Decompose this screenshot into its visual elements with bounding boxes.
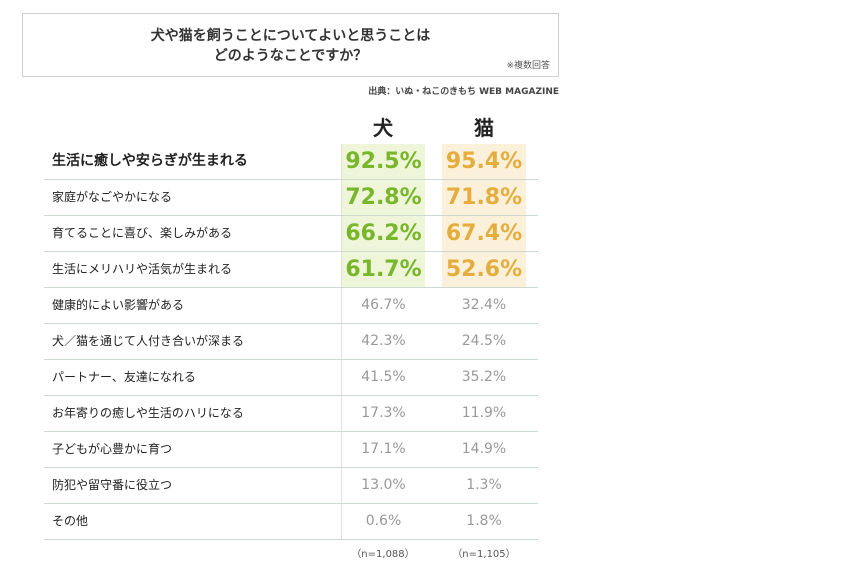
dog-percentage: 17.3% <box>341 396 425 431</box>
column-header-dog: 犬 <box>373 116 393 140</box>
cat-percentage: 95.4% <box>442 144 526 179</box>
cat-sample-size: （n=1,105） <box>452 549 516 560</box>
dog-percentage: 92.5% <box>341 144 425 179</box>
row-label: 健康的によい影響がある <box>52 298 185 312</box>
cat-percentage: 11.9% <box>461 405 507 421</box>
table-row: 健康的によい影響がある 46.7% 32.4% <box>44 288 538 324</box>
dog-percentage: 66.2% <box>341 216 425 251</box>
dog-percentage: 46.7% <box>341 288 425 323</box>
cat-percentage: 1.8% <box>466 513 502 529</box>
row-label: 家庭がなごやかになる <box>52 190 173 204</box>
dog-percentage: 42.3% <box>341 324 425 359</box>
row-label: 育てることに喜び、楽しみがある <box>52 226 233 240</box>
table-row: 生活に癒しや安らぎが生まれる 92.5% 95.4% <box>44 144 538 180</box>
question-box: 犬や猫を飼うことについてよいと思うことは どのようなことですか？ ※複数回答 <box>22 13 559 77</box>
table-row: 防犯や留守番に役立つ 13.0% 1.3% <box>44 468 538 504</box>
table-row: お年寄りの癒しや生活のハリになる 17.3% 11.9% <box>44 396 538 432</box>
cat-percentage: 14.9% <box>461 441 507 457</box>
question-line-2: どのようなことですか？ <box>213 48 368 64</box>
table-row: 生活にメリハリや活気が生まれる 61.7% 52.6% <box>44 252 538 288</box>
cat-percentage: 24.5% <box>461 333 507 349</box>
cat-percentage: 35.2% <box>461 369 507 385</box>
cat-percentage: 52.6% <box>442 252 526 287</box>
question-line-1: 犬や猫を飼うことについてよいと思うことは <box>150 28 431 44</box>
dog-percentage: 13.0% <box>341 468 425 503</box>
row-label: 生活にメリハリや活気が生まれる <box>52 262 233 276</box>
dog-percentage: 61.7% <box>341 252 425 287</box>
cat-percentage: 71.8% <box>442 180 526 215</box>
row-label: 生活に癒しや安らぎが生まれる <box>52 153 248 169</box>
table-row: 家庭がなごやかになる 72.8% 71.8% <box>44 180 538 216</box>
table-row: パートナー、友達になれる 41.5% 35.2% <box>44 360 538 396</box>
multiple-answer-note: ※複数回答 <box>506 61 550 71</box>
row-label: パートナー、友達になれる <box>52 370 196 384</box>
row-label: 犬／猫を通じて人付き合いが深まる <box>52 334 245 348</box>
cat-percentage: 32.4% <box>461 297 507 313</box>
row-label: お年寄りの癒しや生活のハリになる <box>52 406 244 420</box>
dog-percentage: 41.5% <box>341 360 425 395</box>
dog-percentage: 72.8% <box>341 180 425 215</box>
table-row: 子どもが心豊かに育つ 17.1% 14.9% <box>44 432 538 468</box>
cat-percentage: 67.4% <box>442 216 526 251</box>
table-row: 育てることに喜び、楽しみがある 66.2% 67.4% <box>44 216 538 252</box>
question-title: 犬や猫を飼うことについてよいと思うことは どのようなことですか？ <box>23 26 558 66</box>
dog-percentage: 0.6% <box>341 504 425 539</box>
row-label: その他 <box>52 514 89 528</box>
table-row: 犬／猫を通じて人付き合いが深まる 42.3% 24.5% <box>44 324 538 360</box>
row-label: 子どもが心豊かに育つ <box>52 442 173 456</box>
dog-percentage: 17.1% <box>341 432 425 467</box>
dog-sample-size: （n=1,088） <box>351 549 415 560</box>
table-row: その他 0.6% 1.8% <box>44 504 538 540</box>
row-label: 防犯や留守番に役立つ <box>52 478 173 492</box>
cat-percentage: 1.3% <box>466 477 502 493</box>
source-credit: 出典：いぬ・ねこのきもち WEB MAGAZINE <box>368 87 559 97</box>
column-header-cat: 猫 <box>474 116 494 140</box>
